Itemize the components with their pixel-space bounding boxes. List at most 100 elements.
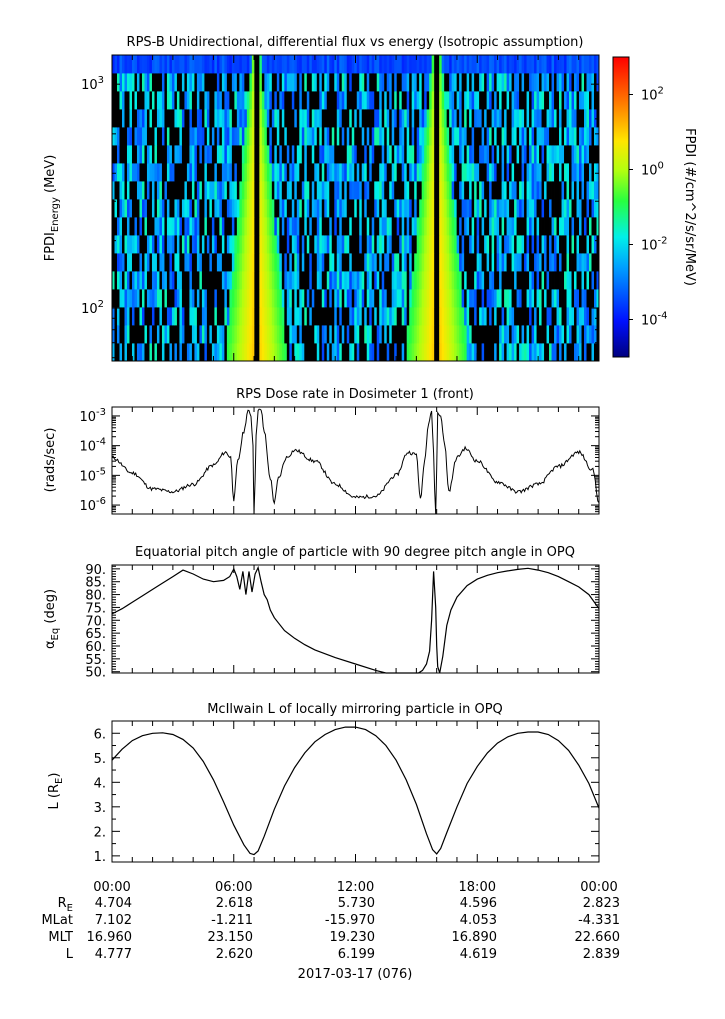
spectrogram-cell	[334, 253, 338, 272]
spectrogram-cell	[151, 217, 155, 236]
spectrogram-cell	[181, 253, 185, 272]
spectrogram-cell	[112, 73, 115, 92]
spectrogram-cell	[391, 145, 395, 164]
spectrogram-cell	[144, 217, 148, 236]
spectrogram-cell	[566, 343, 570, 362]
spectrogram-cell	[436, 343, 440, 362]
spectrogram-cell	[541, 343, 545, 362]
spectrogram-cell	[464, 181, 468, 200]
spectrogram-cell	[119, 109, 123, 128]
spectrogram-cell	[234, 163, 238, 182]
spectrogram-cell	[169, 73, 173, 92]
spectrogram-cell	[211, 55, 215, 74]
spectrogram-cell	[484, 253, 488, 272]
spectrogram-cell	[289, 307, 293, 326]
spectrogram-cell	[389, 199, 393, 218]
spectrogram-cell	[276, 343, 280, 362]
spectrogram-cell	[226, 325, 230, 344]
spectrogram-cell	[366, 91, 370, 110]
spectrogram-cell	[594, 91, 597, 110]
spectrogram-cell	[114, 163, 118, 182]
spectrogram-cell	[586, 91, 590, 110]
spectrogram-cell	[566, 199, 570, 218]
spectrogram-cell	[309, 235, 313, 254]
spectrogram-cell	[164, 325, 168, 344]
spectrogram-cell	[561, 325, 565, 344]
spectrogram-cell	[534, 289, 537, 308]
spectrogram-cell	[296, 127, 300, 146]
spectrogram-cell	[589, 217, 592, 236]
spectrogram-cell	[389, 109, 393, 128]
spectrogram-cell	[436, 91, 440, 110]
spectrogram-cell	[289, 55, 293, 74]
spectrogram-cell	[376, 217, 380, 236]
spectrogram-cell	[314, 73, 318, 92]
spectrogram-cell	[216, 271, 220, 290]
spectrogram-cell	[589, 289, 592, 308]
spectrogram-cell	[469, 199, 473, 218]
spectrogram-cell	[416, 307, 420, 326]
ephemeris-row-label: MLT	[48, 930, 73, 945]
spectrogram-cell	[156, 235, 160, 254]
ephemeris-value: 19.230	[330, 930, 376, 945]
spectrogram-cell	[411, 307, 415, 326]
spectrogram-cell	[154, 163, 158, 182]
spectrogram-cell	[221, 145, 225, 164]
spectrogram-cell	[336, 91, 340, 110]
spectrogram-cell	[546, 91, 550, 110]
spectrogram-cell	[431, 199, 435, 218]
spectrogram-cell	[514, 343, 517, 362]
spectrogram-cell	[461, 307, 465, 326]
spectrogram-cell	[444, 253, 448, 272]
spectrogram-cell	[281, 91, 285, 110]
spectrogram-cell	[239, 253, 243, 272]
spectrogram-cell	[386, 325, 390, 344]
spectrogram-cell	[181, 325, 185, 344]
spectrogram-cell	[564, 343, 567, 362]
spectrogram-cell	[576, 307, 580, 326]
spectrogram-cell	[269, 199, 273, 218]
spectrogram-cell	[454, 109, 458, 128]
spectrogram-cell	[284, 325, 288, 344]
spectrogram-cell	[361, 289, 365, 308]
spectrogram-cell	[376, 307, 380, 326]
spectrogram-cell	[361, 307, 365, 326]
spectrogram-cell	[409, 199, 413, 218]
spectrogram-cell	[436, 127, 440, 146]
spectrogram-cell	[166, 55, 170, 74]
spectrogram-cell	[544, 307, 547, 326]
spectrogram-cell	[416, 289, 420, 308]
spectrogram-cell	[524, 127, 527, 146]
spectrogram-cell	[501, 235, 505, 254]
spectrogram-cell	[514, 145, 517, 164]
spectrogram-cell	[449, 73, 453, 92]
spectrogram-cell	[549, 55, 552, 74]
spectrogram-cell	[414, 217, 418, 236]
spectrogram-cell	[281, 145, 285, 164]
spectrogram-cell	[146, 289, 150, 308]
spectrogram-cell	[564, 73, 567, 92]
spectrogram-cell	[559, 145, 562, 164]
spectrogram-cell	[506, 289, 510, 308]
spectrogram-cell	[494, 235, 498, 254]
spectrogram-cell	[281, 217, 285, 236]
spectrogram-cell	[459, 127, 463, 146]
spectrogram-cell	[431, 109, 435, 128]
spectrogram-cell	[571, 91, 575, 110]
spectrogram-cell	[446, 163, 450, 182]
spectrogram-cell	[459, 253, 463, 272]
spectrogram-cell	[199, 73, 203, 92]
spectrogram-cell	[181, 289, 185, 308]
spectrogram-cell	[444, 325, 448, 344]
spectrogram-cell	[506, 73, 510, 92]
spectrogram-cell	[534, 253, 537, 272]
spectrogram-cell	[304, 325, 308, 344]
spectrogram-cell	[189, 91, 193, 110]
spectrogram-cell	[524, 289, 527, 308]
spectrogram-cell	[119, 163, 123, 182]
spectrogram-cell	[396, 127, 400, 146]
spectrogram-cell	[176, 343, 180, 362]
spectrogram-cell	[499, 325, 502, 344]
spectrogram-cell	[341, 217, 345, 236]
spectrogram-cell	[309, 271, 313, 290]
